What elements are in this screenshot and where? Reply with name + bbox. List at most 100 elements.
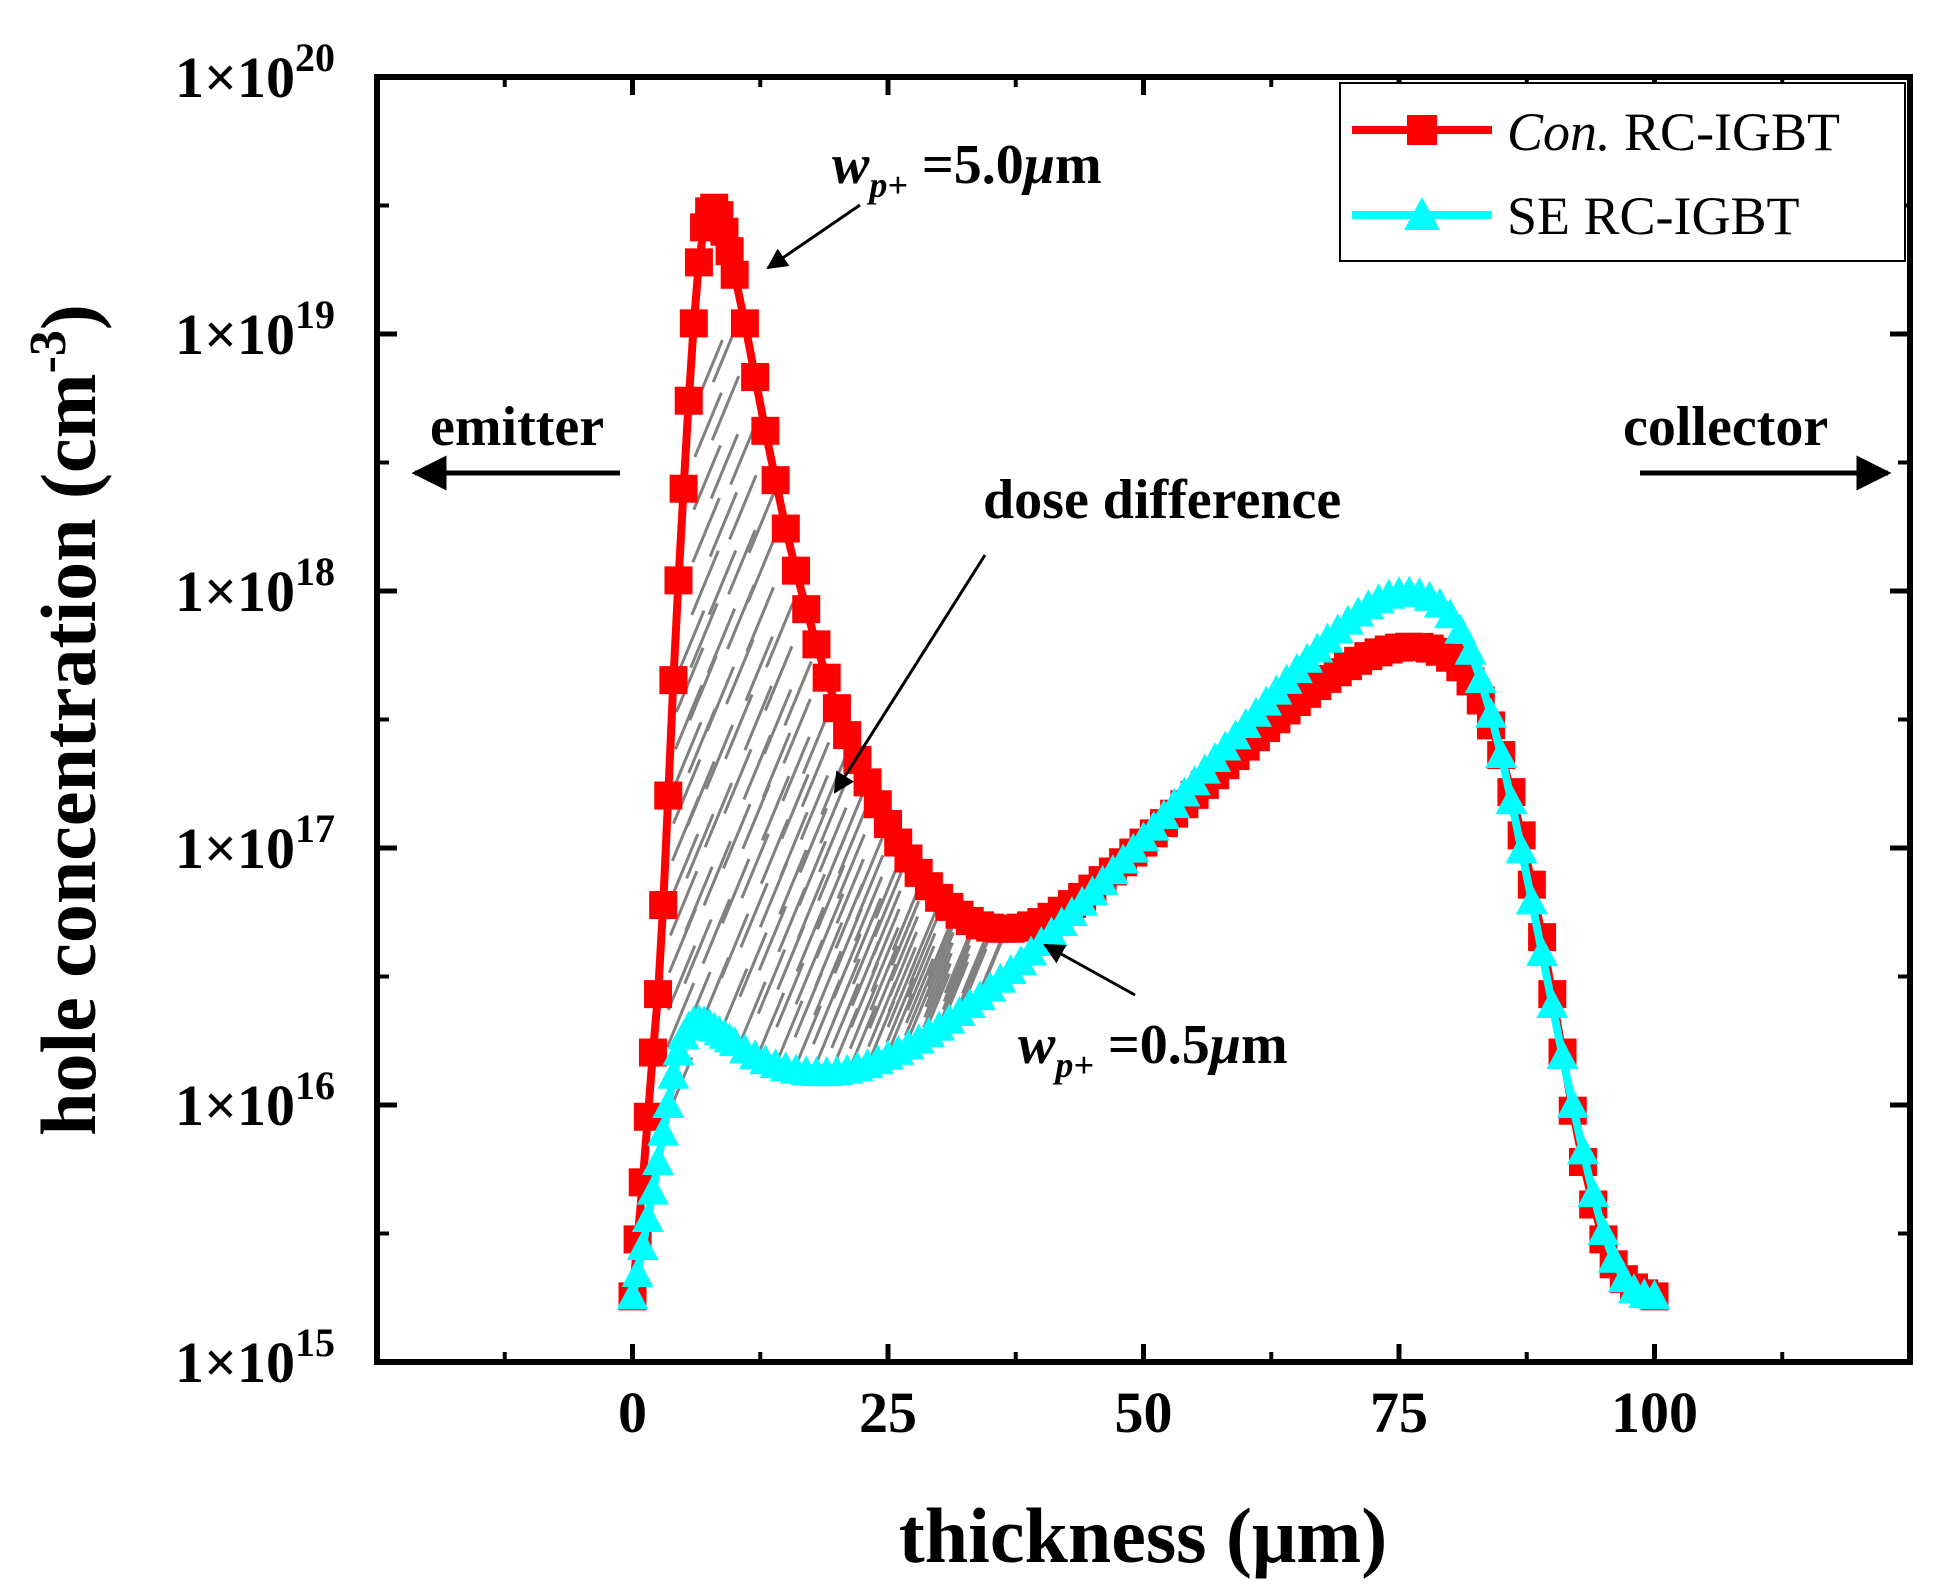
legend-marker-square [1407,115,1437,145]
hatch-segment [800,741,831,808]
hatch-segment [926,921,956,987]
legend-box [1339,82,1906,262]
hatch-segment [872,890,902,956]
hatch-segment [888,931,919,997]
data-point-con [644,980,673,1009]
hatch-segment [887,946,917,1013]
data-point-con [638,1038,667,1067]
data-point-con [741,363,770,392]
data-point-con [659,666,688,695]
hatch-segment [691,497,721,563]
hatch-segment [818,807,848,873]
hatch-segment [796,873,827,940]
hatch-segment [740,833,770,899]
data-point-con [782,556,811,585]
x-tick-labels: 0 25 50 75 100 [618,1380,1698,1445]
y-tick-labels: 1×1015 1×1016 1×1017 1×1018 1×1019 1×1020 [175,35,335,1395]
data-point-se [1577,1177,1610,1208]
data-point-se [1444,613,1477,644]
hatch-segment [903,971,934,1037]
plot-frame [374,74,1913,1365]
hatch-segment [923,952,953,1018]
annotation-emitter: emitter [430,396,604,458]
data-point-con [792,595,821,624]
hatch-segment [683,918,713,985]
hatch-segment [868,963,898,1029]
data-point-se [631,1202,664,1233]
annotation-wp-05: wp+ =0.5μm [1018,1014,1288,1085]
hatch-segment [799,774,830,841]
hatch-segment [743,685,773,751]
hatch-segment [813,950,843,1017]
data-point-se [1495,784,1528,815]
data-point-se [621,1256,654,1287]
hatch-segment [848,983,879,1050]
x-tick-label: 100 [1611,1380,1698,1445]
hatch-segment [795,906,826,972]
hatch-segment [832,933,862,999]
hatch-segment [686,760,716,827]
x-tick-label: 25 [859,1380,917,1445]
hatch-segment [701,898,731,965]
hatch-segment [778,849,808,915]
hatch-segment [709,433,740,500]
hatch-segment [685,813,715,879]
data-point-se [636,1174,669,1205]
hatch-segment [940,953,971,1019]
annotation-wp-5: wp+ =5.0μm [832,134,1102,205]
wp-5-arrow [766,203,861,270]
data-point-con [674,386,703,415]
data-point-con [654,781,683,810]
legend-marker-triangle [1404,197,1440,230]
hatch-segment [727,529,757,595]
hatch-segment [702,840,732,907]
annotation-collector: collector [1623,396,1828,458]
legend-label-con: Con. RC-IGBT [1507,102,1840,162]
data-point-se [1454,634,1487,665]
hatch-segment [835,858,865,925]
hatch-segment [855,833,886,899]
y-tick-label: 1×1019 [175,292,335,367]
data-point-se [1474,697,1507,728]
hatch-segment [745,586,775,653]
hatch-segment [774,1000,804,1066]
hatch-segment [959,941,989,1008]
hatch-segment [690,550,720,616]
hatch-segment [853,876,884,942]
wp-05-arrow [1043,943,1136,997]
hatch-segment [783,660,813,727]
hatch-segment [728,474,758,541]
hatch-segment [744,636,774,702]
hatch-segment [869,945,899,1011]
hatch-segment [836,833,866,900]
data-point-con [833,721,862,750]
legend-label-se: SE RC-IGBT [1507,186,1800,246]
hatch-segment [941,944,972,1011]
hatch-segment [666,945,697,1011]
x-axis-title: thickness (μm) [899,1492,1387,1579]
hatch-segment [960,935,990,1001]
hatch-segment [759,818,790,885]
data-point-se [642,1145,675,1176]
y-tick-label: 1×1015 [175,1320,335,1395]
hatch-segment [849,962,880,1028]
data-point-se [662,1035,695,1066]
data-point-se [1587,1215,1620,1246]
hatch-segment [780,773,810,840]
hatch-segment [675,647,705,713]
data-point-con [684,248,713,277]
hatch-segment [737,981,767,1047]
hatch-segment [762,689,793,755]
data-point-se [1536,987,1569,1018]
y-axis-title-main: hole concentration (cm [25,373,112,1135]
hatch-segment [689,602,719,669]
hatch-segment [724,693,754,760]
hatch-segment [668,870,699,937]
data-point-se [1526,936,1559,967]
hatch-segment [703,782,734,848]
dose-difference-hatch [663,317,1007,1123]
annotation-dose-difference: dose difference [983,469,1341,531]
legend: Con. RC-IGBT SE RC-IGBT [1339,82,1906,262]
data-point-se [1485,738,1518,769]
hatch-segment [693,392,723,458]
